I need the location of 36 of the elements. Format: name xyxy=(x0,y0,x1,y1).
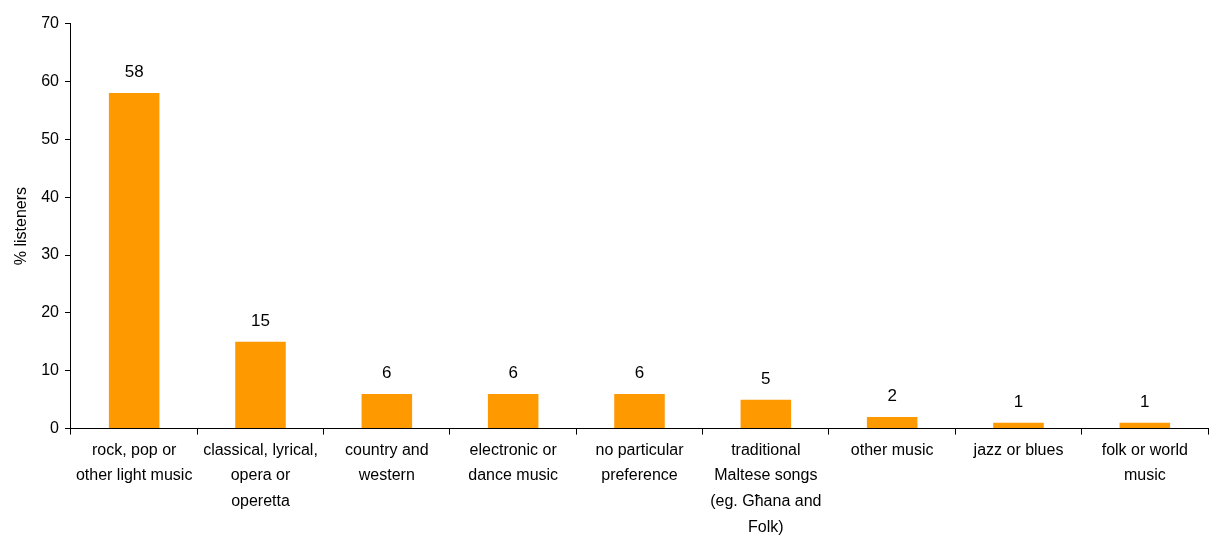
x-tick-label: traditional Maltese songs (eg. Għana and Folk) xyxy=(710,440,822,535)
data-label: 15 xyxy=(251,311,270,330)
data-label: 6 xyxy=(508,363,518,383)
x-tick-label: no particular preference xyxy=(595,440,685,484)
y-tick-label: 20 xyxy=(41,303,60,321)
y-tick-label: 50 xyxy=(41,129,60,147)
data-label: 2 xyxy=(887,386,897,406)
bar xyxy=(993,422,1044,429)
bar xyxy=(740,399,792,429)
bar xyxy=(614,393,665,429)
x-tick-label: rock, pop or other light music xyxy=(75,440,193,484)
data-label: 6 xyxy=(382,363,392,383)
bar xyxy=(1119,422,1171,429)
data-label: 6 xyxy=(634,363,645,383)
x-tick-label: country and western xyxy=(345,440,429,484)
data-label: 1 xyxy=(1013,392,1024,411)
bar xyxy=(108,93,160,429)
x-tick-label: electronic or dance music xyxy=(468,440,559,484)
y-tick-label: 0 xyxy=(50,419,60,437)
y-tick-label: 70 xyxy=(41,14,60,32)
bar xyxy=(235,341,286,429)
x-tick-label: folk or world music xyxy=(1101,440,1188,484)
x-tick-label: classical, lyrical, opera or operetta xyxy=(203,440,318,510)
x-tick-label: other music xyxy=(850,440,934,458)
y-tick-label: 30 xyxy=(41,245,60,263)
y-tick-label: 60 xyxy=(41,71,60,89)
bar xyxy=(361,393,413,429)
x-tick-label: jazz or blues xyxy=(972,440,1064,458)
y-axis-title: % listeners xyxy=(12,186,30,266)
data-label: 5 xyxy=(761,368,771,388)
bar xyxy=(487,393,539,429)
bar xyxy=(866,417,918,429)
data-label: 58 xyxy=(124,62,144,82)
y-tick-label: 40 xyxy=(41,187,60,205)
y-tick-label: 10 xyxy=(41,361,60,379)
data-label: 1 xyxy=(1140,392,1150,411)
